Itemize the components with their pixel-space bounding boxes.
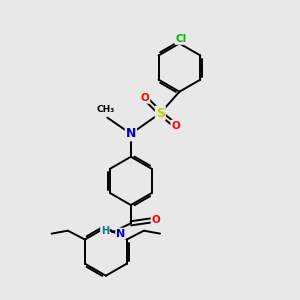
Text: S: S	[156, 107, 165, 120]
Text: H: H	[101, 226, 109, 236]
Text: N: N	[116, 229, 125, 238]
Text: CH₃: CH₃	[97, 105, 115, 114]
Text: Cl: Cl	[175, 34, 187, 44]
Text: O: O	[171, 121, 180, 130]
Text: O: O	[152, 215, 160, 225]
Text: N: N	[126, 127, 136, 140]
Text: O: O	[141, 93, 149, 103]
